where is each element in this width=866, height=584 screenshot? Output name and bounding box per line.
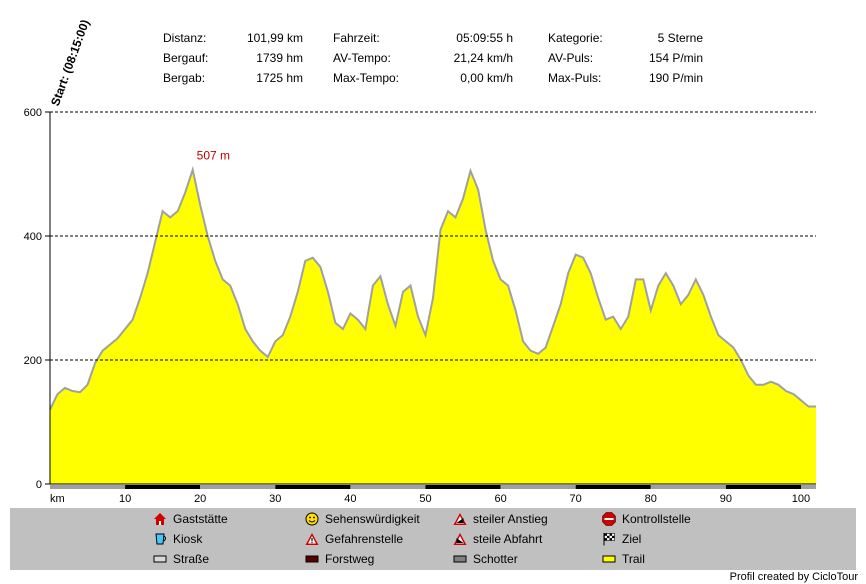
- stat-value-av-tempo: 21,24 km/h: [453, 51, 513, 65]
- y-tick-label-0: 0: [36, 479, 42, 491]
- legend-item-sehenswuerdigkeit: Sehenswürdigkeit: [305, 512, 420, 526]
- km-bar-segment-80: [650, 485, 726, 489]
- stat-label-max-tempo: Max-Tempo:: [333, 71, 400, 85]
- km-bar-segment-50: [425, 485, 501, 489]
- legend-item-steiler-anstieg: steiler Anstieg: [453, 512, 548, 526]
- x-tick-label-100: 100: [792, 493, 810, 505]
- x-tick-label-60: 60: [494, 493, 506, 505]
- legend-label-gaststaette: Gaststätte: [173, 512, 228, 526]
- y-tick-label-400: 400: [24, 231, 42, 243]
- stat-label-max-puls: Max-Puls:: [548, 71, 602, 85]
- legend-item-gefahrenstelle: Gefahrenstelle: [305, 532, 403, 546]
- elevation-chart: 0 200 400 600 10 20 30 40 50 60 70 80 90 100 km 507 m: [24, 107, 816, 505]
- steep-descent-icon: [453, 532, 467, 546]
- stat-label-distanz: Distanz:: [163, 31, 207, 45]
- km-bar-segment-100: [800, 485, 816, 489]
- elevation-line: [49, 165, 816, 411]
- x-tick-label-50: 50: [419, 493, 431, 505]
- x-tick-label-80: 80: [645, 493, 657, 505]
- x-tick-label-30: 30: [269, 493, 281, 505]
- legend-item-trail: Trail: [602, 552, 645, 566]
- gravel-swatch-icon: [453, 552, 467, 566]
- legend-label-trail: Trail: [622, 552, 645, 566]
- legend-item-ziel: Ziel: [602, 532, 641, 546]
- stat-value-bergab: 1725 hm: [256, 71, 303, 85]
- legend-label-strasse: Straße: [173, 552, 210, 566]
- km-bar-segment-30: [275, 485, 351, 489]
- legend-label-schotter: Schotter: [473, 552, 518, 566]
- km-bar-segment-10: [125, 485, 201, 489]
- steep-climb-icon: [453, 512, 467, 526]
- road-swatch-icon: [153, 552, 167, 566]
- finish-flag-icon: [602, 532, 616, 546]
- legend-item-schotter: Schotter: [453, 552, 518, 566]
- legend-item-kontrollstelle: Kontrollstelle: [602, 512, 691, 526]
- stat-value-max-puls: 190 P/min: [648, 71, 703, 85]
- legend-label-kiosk: Kiosk: [173, 532, 203, 546]
- legend-item-strasse: Straße: [153, 552, 209, 566]
- legend-item-forstweg: Forstweg: [305, 552, 374, 566]
- legend-label-sehenswuerdigkeit: Sehenswürdigkeit: [325, 512, 420, 526]
- warning-icon: [305, 532, 319, 546]
- stat-value-bergauf: 1739 hm: [256, 51, 303, 65]
- x-tick-label-10: 10: [119, 493, 131, 505]
- trail-swatch-icon: [602, 552, 616, 566]
- stat-label-av-puls: AV-Puls:: [548, 51, 594, 65]
- km-bar-segment-70: [575, 485, 651, 489]
- cup-icon: [153, 532, 167, 546]
- elevation-area: [50, 169, 816, 484]
- forest-road-swatch-icon: [305, 552, 319, 566]
- smiley-icon: [305, 512, 319, 526]
- legend-item-kiosk: Kiosk: [153, 532, 202, 546]
- house-icon: [153, 512, 167, 526]
- x-tick-label-20: 20: [194, 493, 206, 505]
- stat-value-av-puls: 154 P/min: [648, 51, 703, 65]
- x-tick-label-40: 40: [344, 493, 356, 505]
- km-bar-segment-40: [350, 485, 426, 489]
- credit-text: Profil created by CicloTour: [729, 571, 858, 583]
- legend-item-gaststaette: Gaststätte: [153, 512, 228, 526]
- legend-item-steile-abfahrt: steile Abfahrt: [453, 532, 542, 546]
- km-bar-segment-60: [500, 485, 576, 489]
- x-tick-label-70: 70: [570, 493, 582, 505]
- km-bar-segment-20: [200, 485, 276, 489]
- stat-label-kategorie: Kategorie:: [548, 31, 603, 45]
- legend-label-kontrollstelle: Kontrollstelle: [622, 512, 691, 526]
- stat-value-distanz: 101,99 km: [246, 31, 303, 45]
- x-tick-label-90: 90: [720, 493, 732, 505]
- legend-label-ziel: Ziel: [622, 532, 642, 546]
- stat-value-max-tempo: 0,00 km/h: [460, 71, 513, 85]
- legend-panel: Gaststätte Kiosk Straße Sehenswürdigkeit…: [10, 508, 856, 570]
- legend-label-steile-abfahrt: steile Abfahrt: [473, 532, 543, 546]
- y-tick-label-200: 200: [24, 355, 42, 367]
- legend-label-forstweg: Forstweg: [325, 552, 375, 566]
- km-bar-segment-90: [725, 485, 801, 489]
- legend-label-steiler-anstieg: steiler Anstieg: [473, 512, 548, 526]
- stop-sign-icon: [602, 512, 616, 526]
- stat-label-bergab: Bergab:: [163, 71, 206, 85]
- km-bar-segment-0: [50, 485, 126, 489]
- stat-label-av-tempo: AV-Tempo:: [333, 51, 391, 65]
- stat-label-fahrzeit: Fahrzeit:: [333, 31, 380, 45]
- x-axis-label: km: [50, 493, 65, 505]
- stat-value-fahrzeit: 05:09:55 h: [456, 31, 513, 45]
- legend-label-gefahrenstelle: Gefahrenstelle: [325, 532, 404, 546]
- peak-annotation: 507 m: [197, 149, 230, 163]
- y-tick-label-600: 600: [24, 107, 42, 119]
- stat-label-bergauf: Bergauf:: [163, 51, 209, 65]
- stat-value-kategorie: 5 Sterne: [657, 31, 703, 45]
